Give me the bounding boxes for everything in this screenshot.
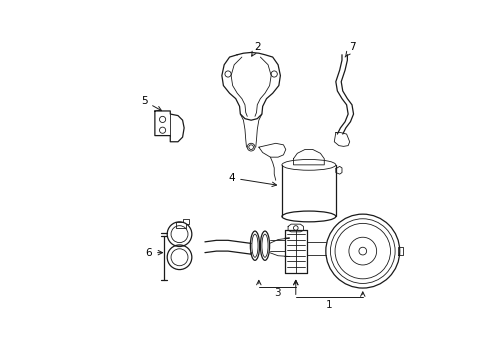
Text: 2: 2 [252, 42, 261, 56]
Text: 6: 6 [146, 248, 163, 258]
Text: 5: 5 [141, 96, 162, 111]
Text: 7: 7 [345, 42, 356, 57]
Text: 3: 3 [274, 288, 281, 298]
Text: 1: 1 [326, 300, 333, 310]
Text: 4: 4 [228, 173, 276, 186]
